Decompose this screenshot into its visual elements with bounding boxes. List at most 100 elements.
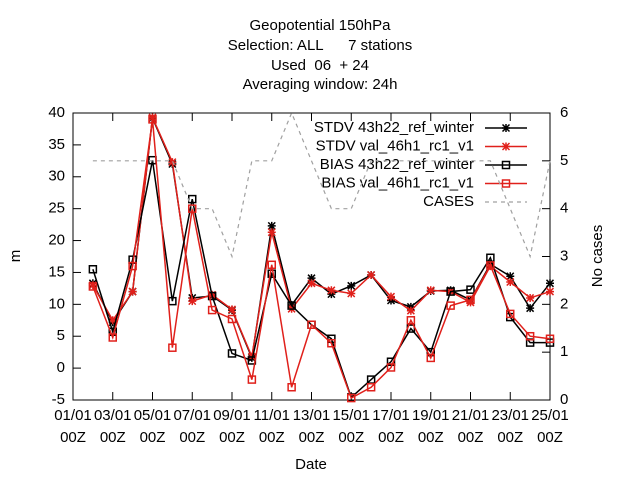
marker — [466, 285, 475, 294]
plot-border — [72, 112, 551, 401]
marker — [287, 301, 296, 310]
marker — [188, 204, 197, 213]
marker — [501, 142, 511, 151]
y-tick-label: 40 — [48, 104, 65, 121]
chart-subtitle: Selection: ALL 7 stations — [228, 37, 413, 54]
x-tick-label: 01/01 00Z — [54, 407, 92, 446]
marker — [446, 287, 455, 296]
marker — [207, 305, 217, 315]
marker — [128, 261, 137, 271]
x-tick-label: 05/01 00Z — [134, 407, 172, 446]
chart-subtitle: Used 06 + 24 — [271, 57, 369, 74]
marker — [168, 343, 177, 352]
marker — [386, 357, 396, 366]
marker — [386, 363, 396, 372]
marker — [506, 309, 515, 319]
marker — [267, 269, 276, 278]
marker — [128, 287, 137, 296]
x-tick-label: 15/01 00Z — [332, 407, 370, 446]
marker — [526, 293, 535, 302]
x-tick-label: 03/01 00Z — [94, 407, 132, 446]
legend-label: STDV 43h22_ref_winter — [314, 119, 474, 136]
x-tick-label: 23/01 00Z — [491, 407, 529, 446]
marker — [545, 279, 555, 288]
marker — [188, 297, 197, 306]
x-tick-label: 13/01 00Z — [293, 407, 331, 446]
marker — [267, 260, 276, 270]
marker — [426, 353, 435, 363]
marker — [347, 289, 356, 298]
marker — [367, 270, 376, 280]
marker — [88, 265, 98, 274]
x-tick-label: 17/01 00Z — [372, 407, 410, 446]
marker — [526, 304, 535, 313]
marker — [501, 179, 511, 188]
marker — [267, 228, 276, 237]
marker — [267, 221, 276, 230]
marker — [227, 349, 237, 358]
marker — [446, 301, 455, 310]
marker — [287, 382, 296, 392]
marker — [386, 292, 396, 301]
marker — [108, 333, 117, 342]
marker — [506, 277, 515, 287]
marker — [148, 115, 157, 124]
series-line — [92, 160, 550, 399]
marker — [506, 272, 515, 281]
y2-tick-label: 2 — [560, 295, 568, 312]
marker — [366, 382, 376, 392]
y-tick-label: 35 — [48, 136, 65, 153]
legend-label: STDV val_46h1_rc1_v1 — [316, 137, 474, 154]
marker — [466, 295, 475, 305]
x-tick-label: 19/01 00Z — [412, 407, 450, 446]
marker — [426, 286, 435, 295]
y-tick-label: -5 — [52, 391, 65, 408]
marker — [545, 334, 555, 344]
marker — [88, 281, 97, 290]
series-line — [92, 119, 551, 400]
marker — [307, 320, 316, 329]
x-axis-label: Date — [295, 456, 327, 473]
y2-tick-label: 3 — [560, 247, 568, 264]
chart-title: Geopotential 150hPa — [250, 17, 392, 34]
marker — [406, 306, 415, 315]
marker — [307, 274, 316, 283]
legend-label: BIAS 43h22_ref_winter — [320, 156, 474, 173]
y2-tick-label: 4 — [560, 200, 568, 217]
series-line — [92, 111, 551, 259]
x-tick-label: 21/01 00Z — [452, 407, 490, 446]
x-tick-label: 25/01 00Z — [531, 407, 569, 446]
marker — [247, 375, 257, 384]
marker — [545, 287, 555, 296]
marker — [406, 316, 416, 325]
y-tick-label: 0 — [57, 359, 65, 376]
y-axis-label: m — [7, 250, 24, 263]
x-tick-label: 07/01 00Z — [173, 407, 211, 446]
marker — [501, 160, 511, 170]
legend-label: BIAS val_46h1_rc1_v1 — [321, 174, 474, 191]
y-tick-label: 25 — [48, 200, 65, 217]
y2-tick-label: 5 — [560, 152, 568, 169]
y2-tick-label: 6 — [560, 104, 568, 121]
legend-label: CASES — [423, 193, 474, 210]
marker — [108, 316, 117, 325]
y-tick-label: 20 — [48, 232, 65, 249]
marker — [347, 393, 356, 403]
y-tick-label: 5 — [57, 327, 65, 344]
marker — [501, 123, 511, 133]
x-tick-label: 11/01 00Z — [254, 407, 290, 446]
x-tick-label: 09/01 00Z — [213, 407, 251, 446]
chart-subtitle: Averaging window: 24h — [243, 76, 398, 93]
y2-tick-label: 0 — [560, 391, 568, 408]
marker — [227, 314, 237, 324]
y2-axis-label: No cases — [589, 225, 606, 288]
marker — [347, 281, 356, 290]
marker — [327, 286, 336, 295]
marker — [486, 261, 495, 270]
marker — [227, 305, 237, 314]
marker — [466, 298, 475, 307]
y-tick-label: 15 — [48, 263, 65, 280]
y-tick-label: 30 — [48, 168, 65, 185]
y-tick-label: 10 — [48, 295, 65, 312]
